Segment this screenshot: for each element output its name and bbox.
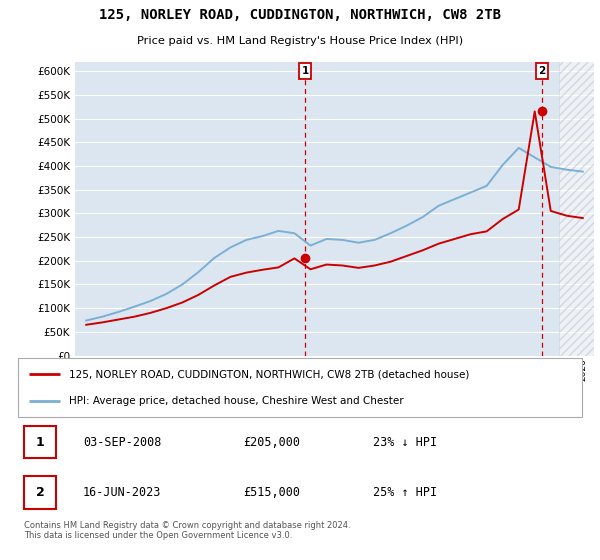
FancyBboxPatch shape	[18, 358, 582, 417]
Text: £205,000: £205,000	[244, 436, 301, 449]
Text: 2: 2	[538, 66, 546, 76]
Text: 1: 1	[302, 66, 309, 76]
Text: 125, NORLEY ROAD, CUDDINGTON, NORTHWICH, CW8 2TB: 125, NORLEY ROAD, CUDDINGTON, NORTHWICH,…	[99, 8, 501, 22]
Text: 1: 1	[35, 436, 44, 449]
Text: HPI: Average price, detached house, Cheshire West and Chester: HPI: Average price, detached house, Ches…	[69, 396, 403, 407]
Text: 25% ↑ HPI: 25% ↑ HPI	[373, 486, 437, 499]
FancyBboxPatch shape	[23, 426, 56, 458]
Text: 125, NORLEY ROAD, CUDDINGTON, NORTHWICH, CW8 2TB (detached house): 125, NORLEY ROAD, CUDDINGTON, NORTHWICH,…	[69, 369, 469, 379]
FancyBboxPatch shape	[23, 477, 56, 508]
Text: 03-SEP-2008: 03-SEP-2008	[83, 436, 161, 449]
Text: Contains HM Land Registry data © Crown copyright and database right 2024.
This d: Contains HM Land Registry data © Crown c…	[23, 521, 350, 540]
Text: 23% ↓ HPI: 23% ↓ HPI	[373, 436, 437, 449]
Text: Price paid vs. HM Land Registry's House Price Index (HPI): Price paid vs. HM Land Registry's House …	[137, 36, 463, 46]
Text: £515,000: £515,000	[244, 486, 301, 499]
Text: 16-JUN-2023: 16-JUN-2023	[83, 486, 161, 499]
Text: 2: 2	[35, 486, 44, 499]
